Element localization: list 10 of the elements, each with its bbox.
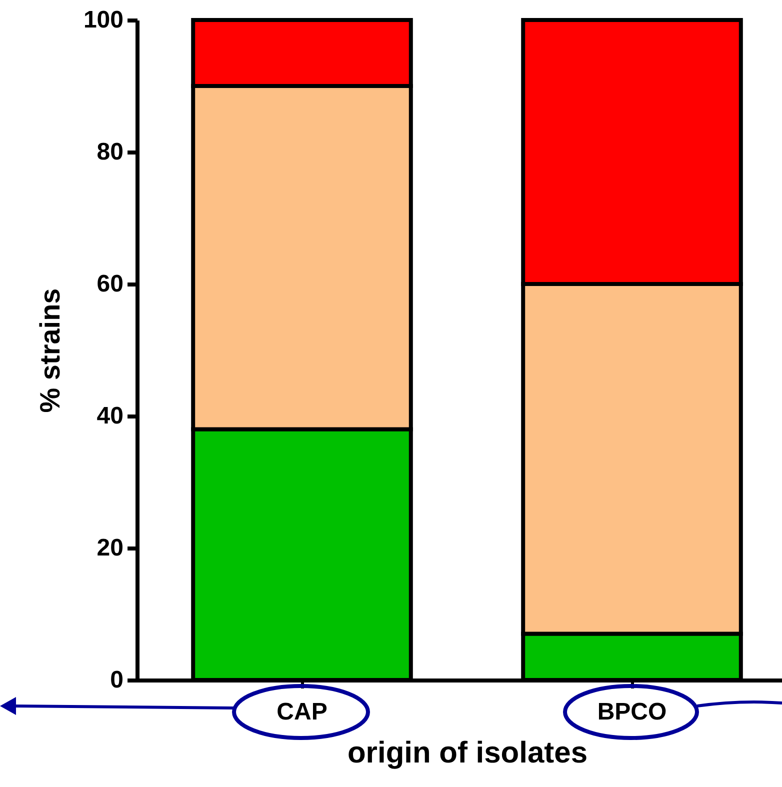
y-tick-label: 20 bbox=[96, 534, 124, 562]
x-tick-label: BPCO bbox=[597, 698, 667, 726]
y-tick-label: 60 bbox=[96, 270, 124, 298]
y-tick-label: 80 bbox=[96, 138, 124, 166]
x-axis-title: origin of isolates bbox=[347, 736, 588, 770]
y-axis-title: % strains bbox=[34, 288, 66, 413]
y-tick-label: 40 bbox=[96, 402, 124, 430]
x-tick-label: CAP bbox=[276, 698, 328, 726]
y-tick-label: 100 bbox=[83, 6, 124, 34]
y-tick-label: 0 bbox=[110, 666, 124, 694]
